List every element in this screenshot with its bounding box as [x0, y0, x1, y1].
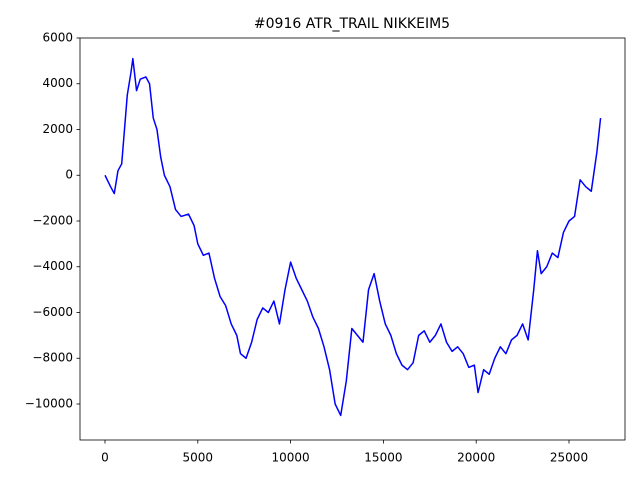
y-tick-label: −6000 [32, 305, 73, 319]
chart-title: #0916 ATR_TRAIL NIKKEIM5 [254, 16, 450, 32]
x-tick-label: 15000 [364, 451, 402, 465]
x-tick-label: 25000 [550, 451, 588, 465]
y-tick-label: 6000 [42, 31, 73, 45]
x-tick-label: 10000 [272, 451, 310, 465]
x-tick-label: 0 [101, 451, 109, 465]
y-tick-label: −2000 [32, 213, 73, 227]
x-tick-label: 20000 [457, 451, 495, 465]
y-tick-label: 2000 [42, 122, 73, 136]
data-line [104, 57, 602, 417]
y-tick-label: −8000 [32, 351, 73, 365]
y-tick-label: −4000 [32, 259, 73, 273]
plot-frame [79, 37, 626, 441]
y-tick-label: −10000 [25, 396, 73, 410]
y-tick-label: 4000 [42, 76, 73, 90]
x-tick-label: 5000 [183, 451, 214, 465]
y-tick-label: 0 [65, 168, 73, 182]
